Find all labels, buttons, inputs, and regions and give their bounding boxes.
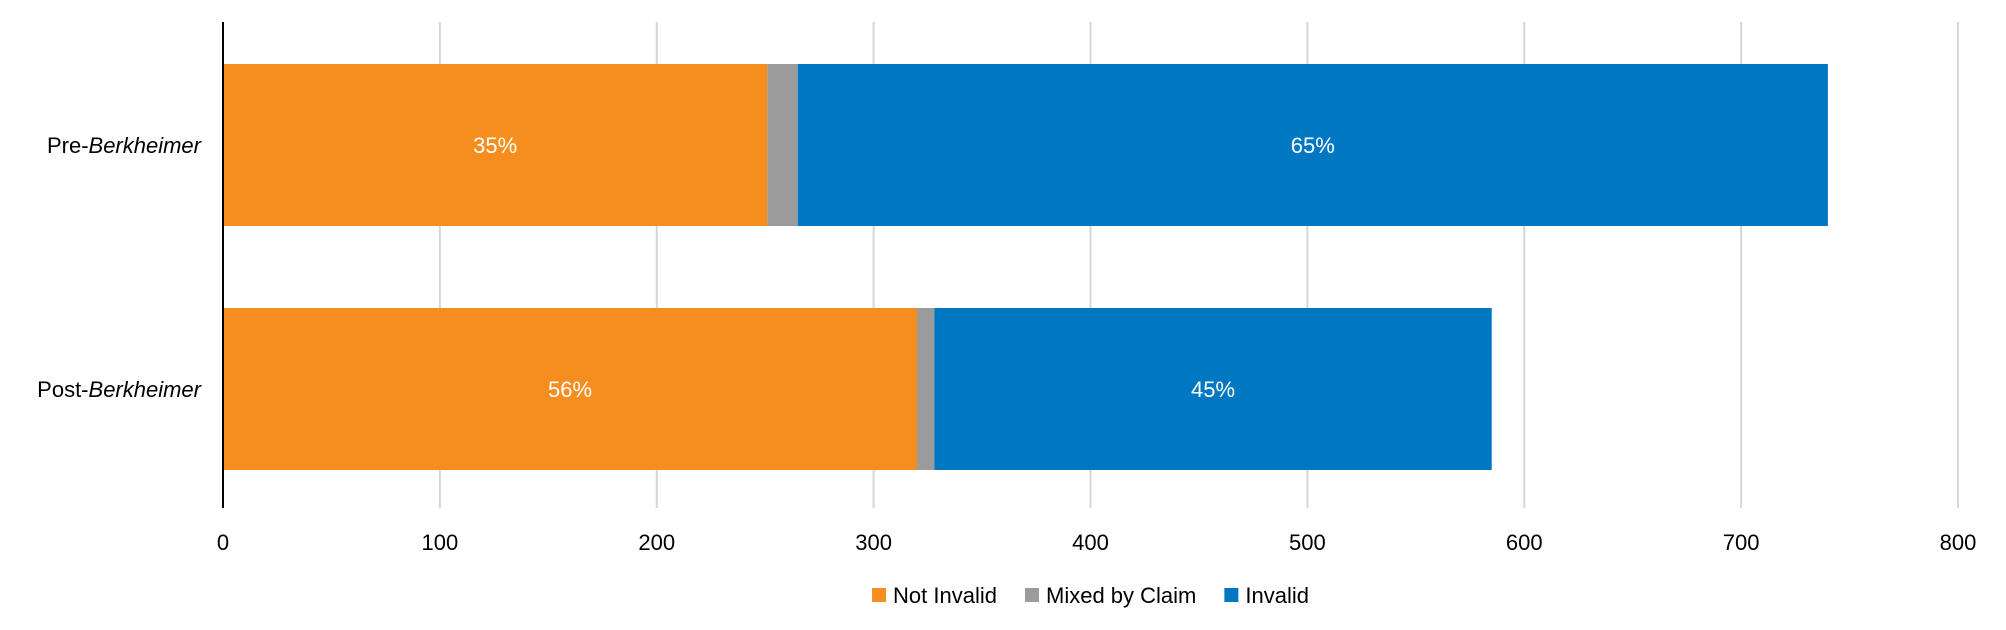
- x-tick-label: 500: [1289, 530, 1326, 555]
- x-tick-label: 100: [422, 530, 459, 555]
- legend-label: Mixed by Claim: [1046, 583, 1196, 608]
- x-tick-label: 300: [855, 530, 892, 555]
- x-tick-label: 400: [1072, 530, 1109, 555]
- category-prefix: Pre-: [47, 133, 89, 158]
- bars: [223, 64, 1828, 470]
- legend-label: Not Invalid: [893, 583, 997, 608]
- bar-data-label: 45%: [1191, 377, 1235, 402]
- legend-item: Invalid: [1224, 583, 1309, 608]
- x-tick-label: 0: [217, 530, 229, 555]
- x-tick-label: 200: [638, 530, 675, 555]
- category-emphasis: Berkheimer: [89, 133, 203, 158]
- legend-label: Invalid: [1245, 583, 1309, 608]
- category-label: Post-Berkheimer: [37, 377, 203, 402]
- bar-data-label: 56%: [548, 377, 592, 402]
- x-tick-label: 700: [1723, 530, 1760, 555]
- legend-swatch: [1025, 588, 1039, 602]
- category-prefix: Post-: [37, 377, 88, 402]
- legend: Not Invalid Mixed by Claim Invalid: [872, 583, 1309, 608]
- bar-data-label: 35%: [473, 133, 517, 158]
- x-tick-label: 600: [1506, 530, 1543, 555]
- legend-swatch: [872, 588, 886, 602]
- category-label: Pre-Berkheimer: [47, 133, 203, 158]
- legend-item: Mixed by Claim: [1025, 583, 1196, 608]
- legend-item: Not Invalid: [872, 583, 997, 608]
- bar-data-label: 65%: [1291, 133, 1335, 158]
- bar-mixed-by-claim-0: [767, 64, 797, 226]
- legend-swatch: [1224, 588, 1238, 602]
- category-emphasis: Berkheimer: [89, 377, 203, 402]
- x-tick-label: 800: [1940, 530, 1977, 555]
- bar-mixed-by-claim-1: [917, 308, 934, 470]
